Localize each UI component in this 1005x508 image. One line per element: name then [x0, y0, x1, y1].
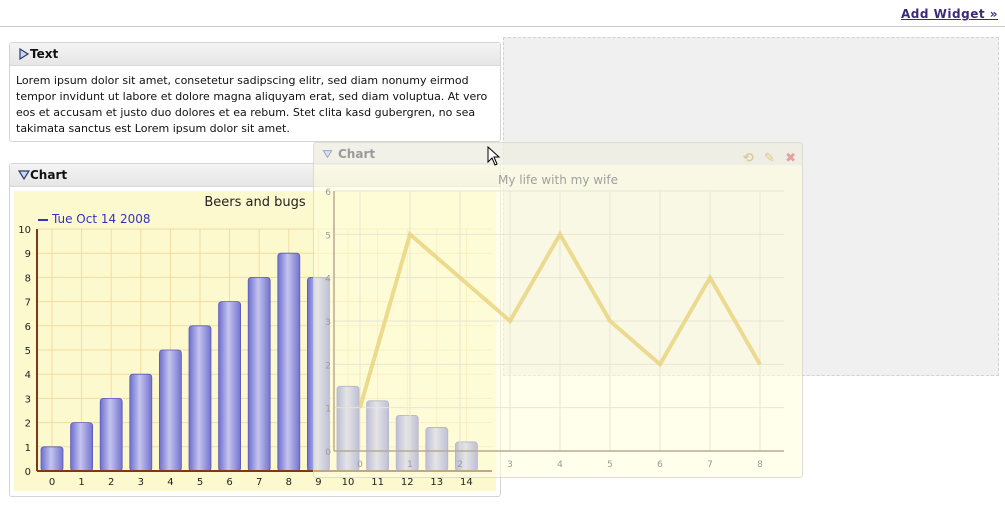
- text-widget-header[interactable]: Text: [10, 43, 500, 66]
- y-tick-label: 10: [18, 225, 31, 236]
- y-tick-label: 7: [25, 298, 31, 309]
- y-tick-label: 5: [325, 231, 331, 241]
- y-tick-label: 3: [25, 394, 31, 405]
- y-tick-label: 5: [25, 346, 31, 357]
- bar: [158, 349, 182, 472]
- widget-controls: ⟲ ✎ ✖: [737, 147, 796, 169]
- collapse-triangle-icon[interactable]: [18, 169, 30, 181]
- dragging-chart-widget[interactable]: Chart ⟲ ✎ ✖ My life with my wife 0 1 2 3 4 5 6…: [313, 142, 803, 478]
- legend-label: Tue Oct 14 2008: [52, 212, 151, 226]
- collapse-triangle-icon[interactable]: [322, 149, 333, 159]
- bar: [277, 252, 301, 472]
- y-tick-label: 8: [25, 273, 31, 284]
- top-toolbar: Add Widget »: [0, 0, 1005, 27]
- x-tick-label: 3: [507, 460, 513, 470]
- refresh-icon[interactable]: ⟲: [742, 151, 754, 166]
- x-tick-label: 0: [357, 460, 363, 470]
- mouse-cursor-icon: [487, 146, 501, 166]
- legend-swatch: [38, 218, 48, 221]
- chart-widget-title: Chart: [30, 168, 68, 182]
- x-tick-label: 1: [407, 460, 413, 470]
- x-tick-label: 2: [457, 460, 463, 470]
- line-chart-svg: 0 1 2 3 4 5 6 0 1 2 3 4 5 6 7 8: [325, 188, 784, 470]
- x-tick-label: 11: [371, 477, 384, 488]
- x-tick-label: 12: [401, 477, 414, 488]
- y-tick-label: 6: [25, 322, 31, 333]
- y-tick-label: 4: [325, 275, 331, 285]
- bar: [188, 325, 212, 472]
- x-tick-label: 8: [757, 460, 763, 470]
- x-tick-label: 8: [286, 477, 292, 488]
- y-tick-label: 2: [325, 361, 331, 371]
- x-tick-label: 4: [167, 477, 173, 488]
- dragging-widget-header[interactable]: Chart ⟲ ✎ ✖: [314, 143, 802, 166]
- expand-triangle-icon[interactable]: [18, 48, 30, 60]
- y-tick-label: 9: [25, 249, 31, 260]
- y-tick-label: 1: [25, 443, 31, 454]
- x-tick-label: 7: [256, 477, 262, 488]
- y-tick-label: 4: [25, 370, 31, 381]
- x-tick-label: 10: [342, 477, 355, 488]
- y-tick-label: 2: [25, 419, 31, 430]
- x-tick-label: 4: [557, 460, 563, 470]
- y-tick-label: 0: [25, 467, 31, 478]
- line-chart-title: My life with my wife: [498, 173, 618, 187]
- text-widget-title: Text: [30, 47, 59, 61]
- x-tick-label: 14: [460, 477, 473, 488]
- x-tick-label: 5: [607, 460, 613, 470]
- bar-chart-title: Beers and bugs: [204, 195, 306, 210]
- bar: [70, 422, 93, 472]
- x-tick-label: 9: [315, 477, 321, 488]
- y-tick-label: 0: [325, 448, 331, 458]
- x-tick-label: 0: [49, 477, 55, 488]
- series-line: [358, 230, 762, 409]
- bar: [40, 446, 64, 472]
- bar: [218, 301, 242, 472]
- x-tick-label: 2: [108, 477, 114, 488]
- x-tick-label: 3: [138, 477, 144, 488]
- text-widget: Text Lorem ipsum dolor sit amet, consete…: [9, 42, 501, 142]
- x-tick-label: 6: [657, 460, 663, 470]
- bar: [99, 397, 123, 472]
- x-tick-label: 13: [430, 477, 443, 488]
- y-tick-label: 3: [325, 318, 331, 328]
- x-tick-label: 1: [78, 477, 84, 488]
- x-tick-label: 7: [707, 460, 713, 470]
- bar-chart-legend: Tue Oct 14 2008: [38, 212, 151, 226]
- bar: [129, 373, 153, 472]
- y-tick-label: 6: [325, 188, 331, 198]
- close-icon[interactable]: ✖: [785, 151, 796, 166]
- edit-icon[interactable]: ✎: [764, 151, 775, 166]
- x-tick-label: 6: [226, 477, 232, 488]
- x-tick-label: 5: [197, 477, 203, 488]
- bar: [247, 277, 271, 472]
- dragging-widget-title: Chart: [338, 147, 376, 161]
- y-tick-label: 1: [325, 405, 331, 415]
- text-widget-body: Lorem ipsum dolor sit amet, consetetur s…: [16, 74, 488, 135]
- add-widget-link[interactable]: Add Widget »: [901, 7, 998, 21]
